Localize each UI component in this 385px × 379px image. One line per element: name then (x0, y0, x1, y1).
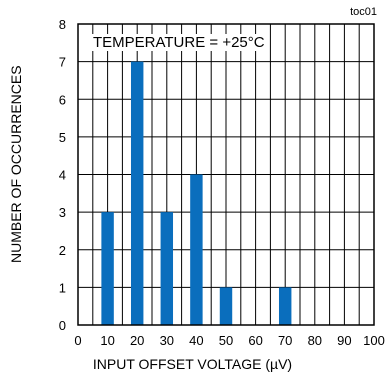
y-axis-label: NUMBER OF OCCURRENCES (8, 65, 24, 263)
y-tick-label: 5 (59, 130, 66, 145)
x-tick-labels: 0 10 20 30 40 50 60 70 80 90 100 (74, 333, 384, 348)
x-tick-label: 80 (308, 333, 322, 348)
temperature-annotation: TEMPERATURE = +25°C (90, 34, 268, 51)
x-tick-label: 40 (189, 333, 203, 348)
bars (101, 61, 292, 325)
x-tick-label: 20 (130, 333, 144, 348)
y-tick-label: 3 (59, 205, 66, 220)
x-tick-label: 50 (219, 333, 233, 348)
x-tick-label: 30 (160, 333, 174, 348)
bar (278, 287, 292, 325)
bar (219, 287, 233, 325)
x-tick-label: 10 (100, 333, 114, 348)
y-tick-label: 2 (59, 243, 66, 258)
y-tick-label: 7 (59, 55, 66, 70)
y-tick-label: 8 (59, 17, 66, 32)
x-tick-label: 70 (278, 333, 292, 348)
y-tick-label: 0 (59, 318, 66, 333)
x-tick-label: 60 (248, 333, 262, 348)
plot-frame (77, 23, 375, 326)
x-tick-label: 90 (337, 333, 351, 348)
bar (101, 212, 114, 325)
bar (130, 61, 144, 325)
y-tick-labels: 0 1 2 3 4 5 6 7 8 (59, 17, 66, 333)
y-tick-label: 1 (59, 280, 66, 295)
grid-lines (78, 24, 374, 325)
bar (190, 174, 203, 325)
chart-id-label: toc01 (350, 6, 377, 18)
bar (160, 212, 174, 325)
y-tick-label: 4 (59, 168, 66, 183)
x-tick-label: 100 (363, 333, 385, 348)
x-axis-label: INPUT OFFSET VOLTAGE (µV) (92, 356, 293, 372)
y-tick-label: 6 (59, 92, 66, 107)
x-tick-label: 0 (74, 333, 81, 348)
